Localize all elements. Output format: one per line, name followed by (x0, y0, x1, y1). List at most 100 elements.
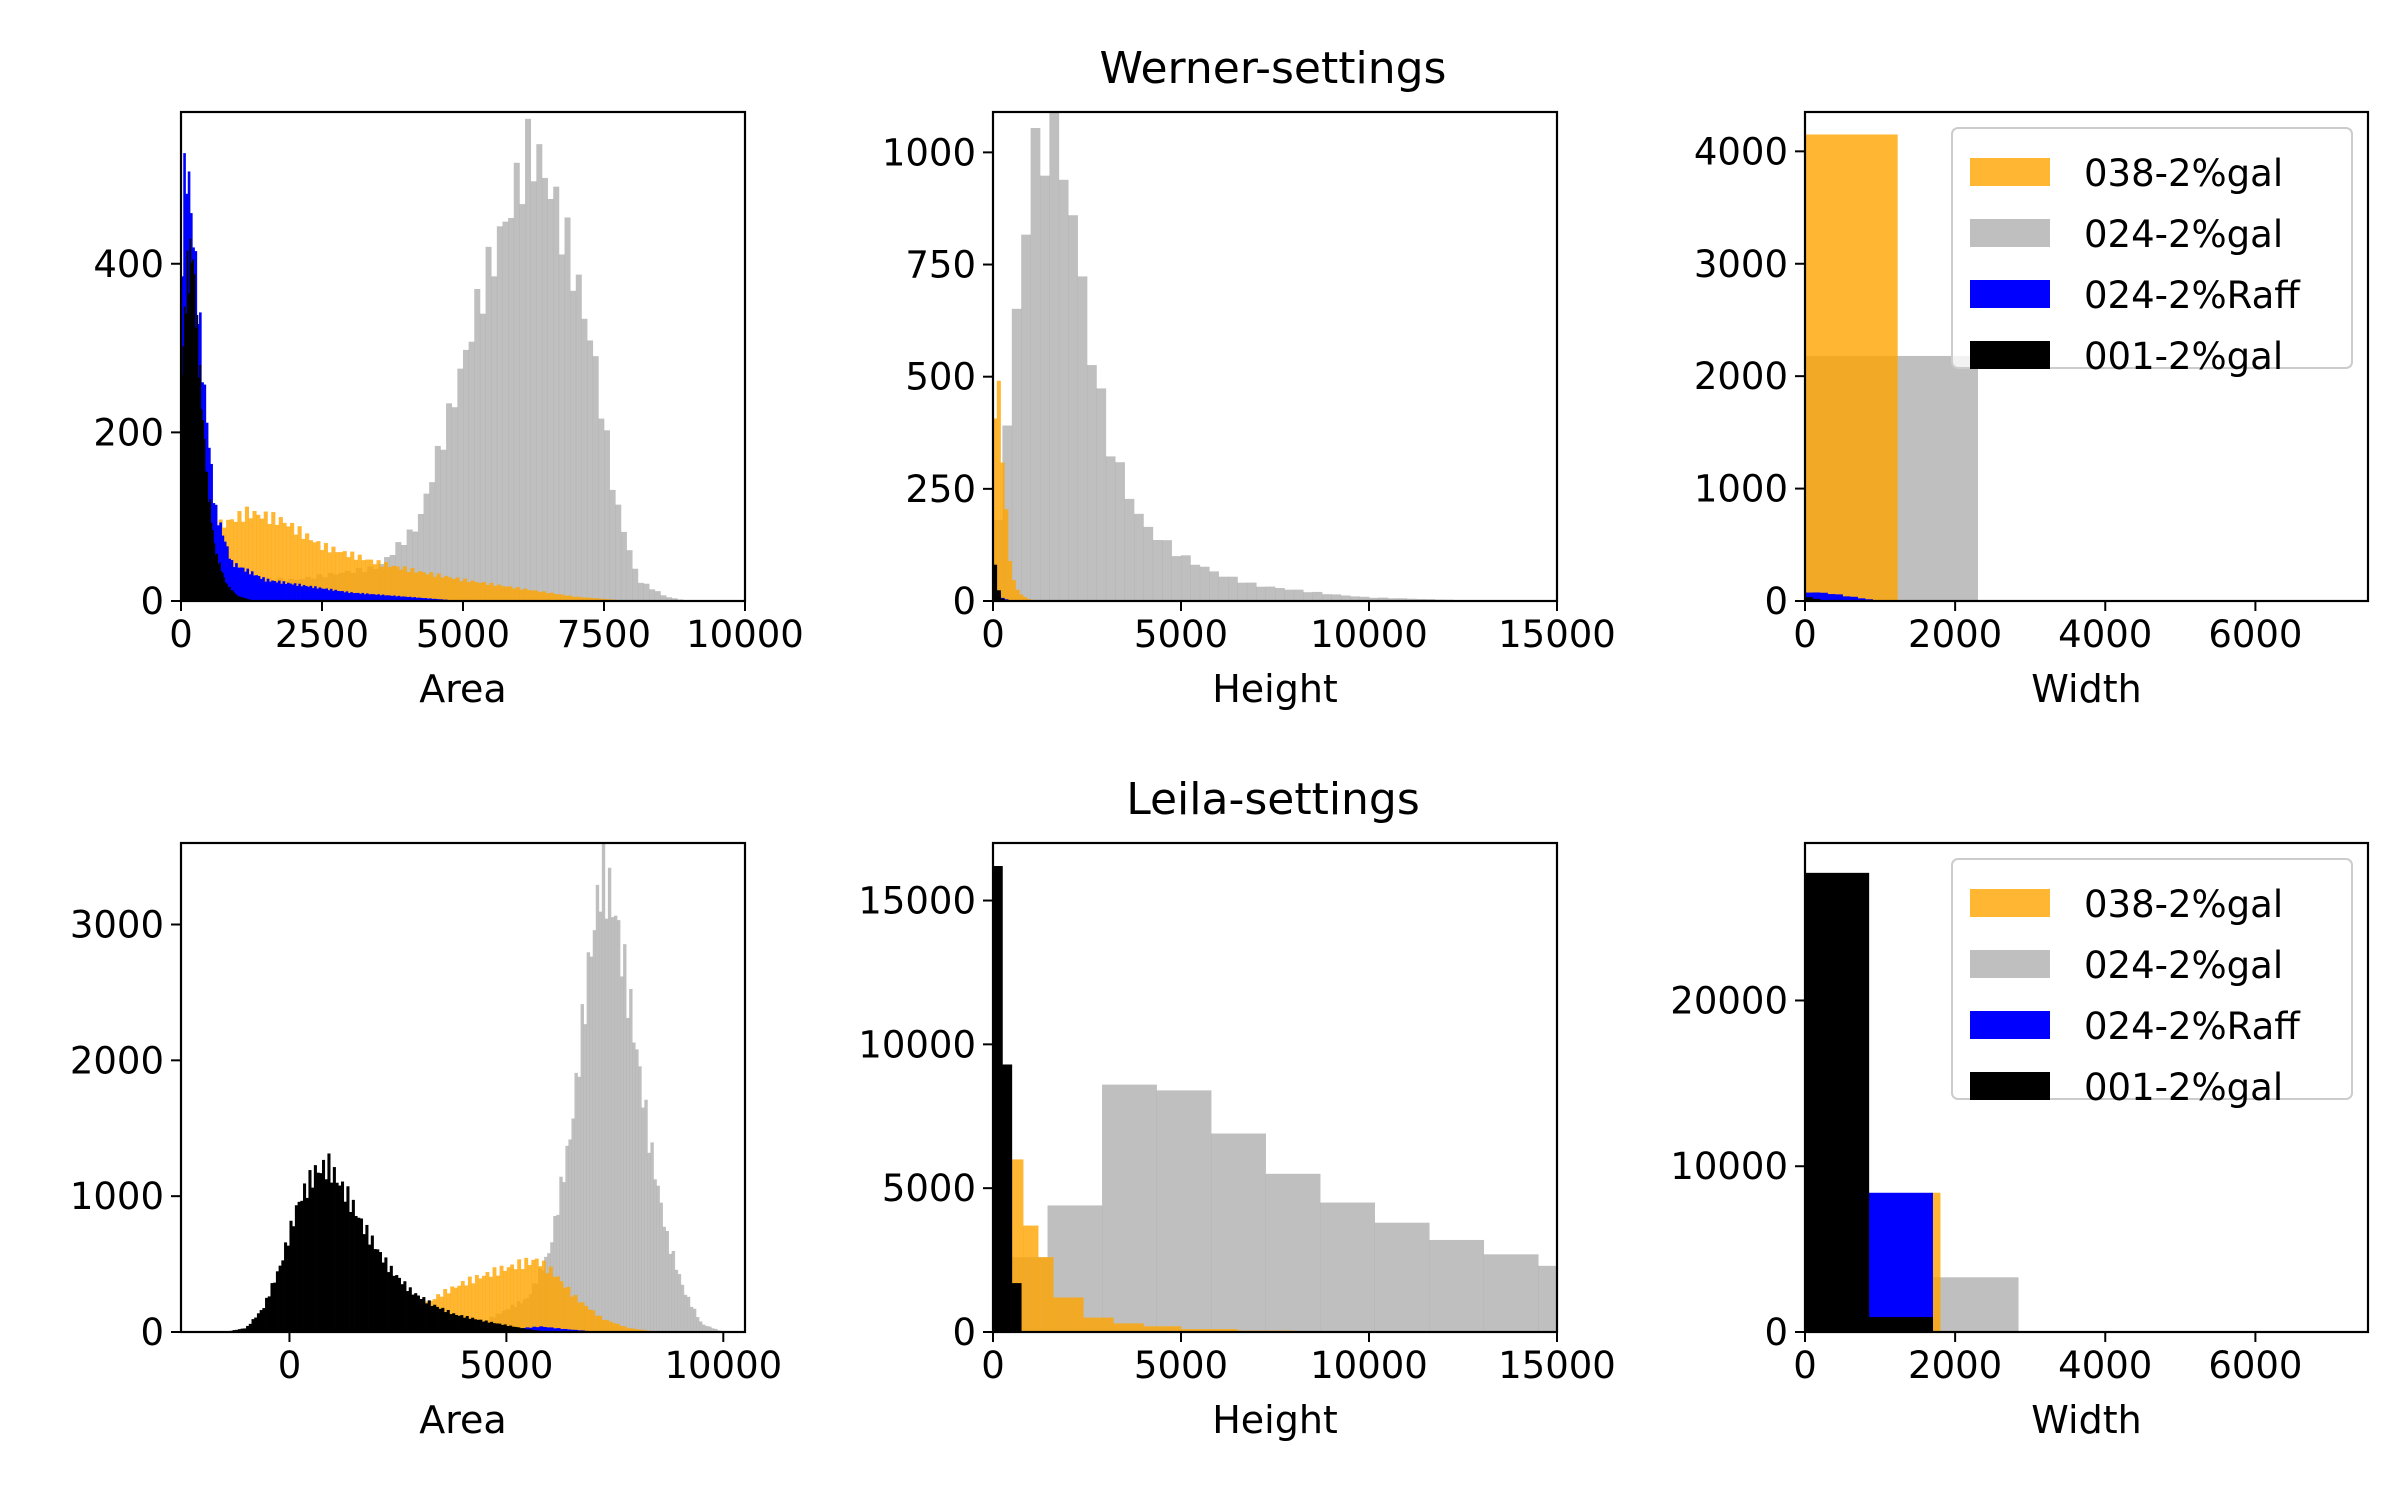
bar-038-2pctgal (996, 380, 1001, 601)
bar-024-2pctgal (637, 582, 644, 601)
bar-038-2pctgal (575, 596, 580, 601)
bar-001-2pctgal (209, 499, 211, 601)
bar-038-2pctgal (323, 543, 328, 601)
bar-038-2pctgal (626, 1328, 631, 1332)
bar-038-2pctgal (1083, 1317, 1114, 1332)
bar-038-2pctgal (563, 1287, 567, 1332)
bar-001-2pctgal (446, 1309, 450, 1332)
bar-024-2pctgal (577, 1076, 581, 1332)
plot-area-4 (993, 866, 1557, 1332)
bar-001-2pctgal (294, 1205, 298, 1332)
bar-038-2pctgal (513, 1269, 518, 1332)
bar-001-2pctgal (284, 1242, 288, 1332)
bar-024-2pctgal (479, 313, 486, 601)
bar-024-2pctgal (674, 1269, 679, 1332)
bar-024-2pctgal (609, 489, 616, 601)
bar-024-2pctgal (666, 597, 673, 601)
bar-001-2pctgal (206, 471, 209, 601)
bar-038-2pctgal (619, 1325, 624, 1332)
bar-024-2pctraff (253, 575, 256, 601)
bar-024-2pctraff (318, 587, 322, 601)
bar-001-2pctgal (246, 1325, 250, 1332)
bar-001-2pctgal (425, 1303, 429, 1332)
bar-024-2pctraff (352, 593, 356, 601)
bar-001-2pctgal (192, 259, 195, 601)
bar-001-2pctgal (233, 592, 235, 601)
bar-001-2pctgal (322, 1159, 326, 1332)
x-tick-label: 0 (1793, 613, 1817, 656)
bar-038-2pctgal (541, 591, 547, 601)
bar-001-2pctgal (332, 1167, 336, 1332)
bar-038-2pctgal (598, 1315, 603, 1332)
bar-038-2pctgal (1011, 580, 1016, 601)
bar-024-2pctraff (413, 597, 416, 601)
bar-038-2pctgal (485, 1272, 490, 1332)
bar-024-2pctraff (406, 597, 410, 601)
bar-038-2pctgal (451, 578, 456, 601)
bar-038-2pctgal (350, 551, 355, 601)
series-024-2pctgal (419, 843, 724, 1332)
bar-024-2pctgal (547, 198, 554, 601)
bar-038-2pctgal (278, 517, 283, 601)
x-axis-label: Area (419, 1398, 506, 1442)
y-tick-label: 0 (140, 580, 164, 623)
bar-024-2pctgal (617, 920, 621, 1332)
bar-038-2pctgal (489, 582, 494, 601)
bar-024-2pctgal (1209, 571, 1219, 601)
bar-024-2pctgal (1397, 598, 1407, 601)
bar-024-2pctgal (632, 568, 639, 601)
legend-label-001-2pctgal: 001-2%gal (2084, 335, 2283, 378)
bar-038-2pctgal (338, 552, 344, 601)
bar-038-2pctgal (444, 575, 449, 601)
bar-038-2pctgal (496, 1275, 500, 1332)
bar-001-2pctgal (186, 250, 189, 601)
bar-024-2pctraff (390, 595, 394, 601)
bar-024-2pctgal (519, 204, 526, 601)
bar-038-2pctgal (577, 1302, 582, 1332)
bar-038-2pctgal (993, 418, 998, 601)
bar-024-2pctgal (1237, 582, 1248, 601)
bar-001-2pctgal (241, 597, 244, 601)
bar-024-2pctgal (1374, 1222, 1430, 1332)
x-tick-label: 2000 (1908, 1344, 2002, 1387)
bar-024-2pctgal (491, 276, 498, 601)
bar-001-2pctgal (370, 1235, 374, 1332)
bar-038-2pctgal (580, 1302, 585, 1332)
bar-038-2pctgal (369, 559, 374, 601)
bar-001-2pctgal (183, 306, 186, 601)
bar-038-2pctgal (275, 524, 280, 601)
y-tick-label: 0 (1764, 580, 1788, 623)
bar-024-2pctgal (671, 1250, 676, 1332)
bar-001-2pctgal (281, 1260, 285, 1332)
bar-038-2pctgal (553, 593, 558, 601)
y-tick-label: 1000 (882, 131, 976, 174)
bar-024-2pctraff (553, 1328, 558, 1332)
bar-024-2pctgal (615, 504, 622, 601)
bar-038-2pctgal (399, 569, 404, 601)
bar-038-2pctgal (421, 572, 426, 601)
bar-001-2pctgal (395, 1275, 399, 1332)
bar-038-2pctgal (534, 1258, 539, 1332)
bar-038-2pctgal (496, 584, 501, 601)
bar-024-2pctgal (485, 246, 492, 601)
bar-024-2pctgal (558, 254, 565, 601)
bar-001-2pctgal (416, 1295, 420, 1332)
bar-024-2pctgal (1322, 594, 1332, 601)
bar-038-2pctgal (541, 1260, 546, 1332)
bar-001-2pctgal (203, 439, 206, 601)
bar-024-2pctgal (1265, 586, 1276, 601)
y-tick-label: 3000 (1694, 243, 1788, 286)
bar-024-2pctgal (575, 274, 582, 601)
chart-5: 0 2000 4000 6000 0 10000 20000 Width 038-2%gal 02… (1670, 841, 2370, 1442)
y-tick-label: 0 (140, 1311, 164, 1354)
bar-024-2pctraff (341, 590, 344, 601)
x-tick-label: 10000 (664, 1344, 782, 1387)
bar-024-2pctraff (395, 596, 398, 601)
bar-024-2pctgal (620, 976, 624, 1332)
bar-001-2pctgal (254, 1317, 258, 1332)
bar-001-2pctgal (414, 1293, 418, 1332)
bar-024-2pctraff (268, 581, 272, 601)
bar-038-2pctgal (499, 1265, 504, 1332)
bar-024-2pctraff (375, 594, 378, 601)
bar-024-2pctraff (214, 504, 218, 601)
